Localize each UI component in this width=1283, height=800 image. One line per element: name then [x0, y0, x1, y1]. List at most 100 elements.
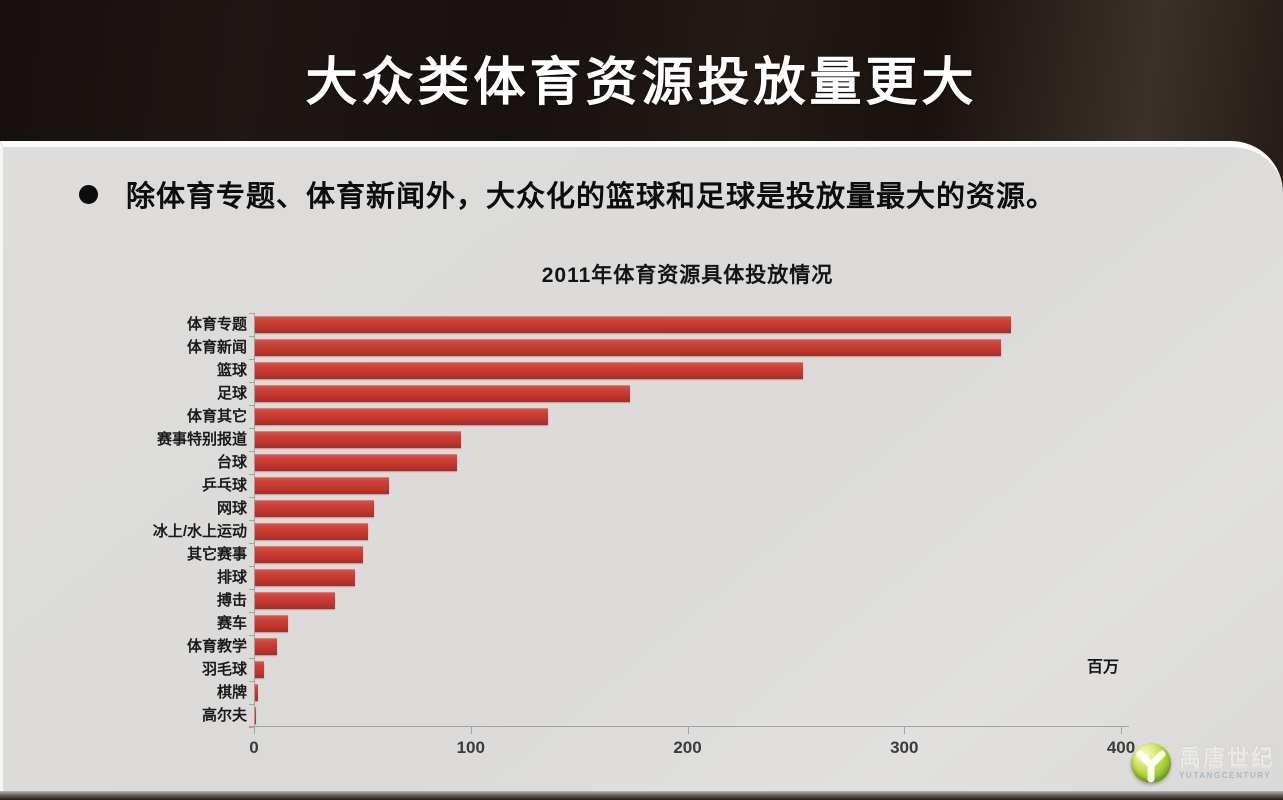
category-label: 体育新闻	[186, 339, 247, 356]
category-label: 体育专题	[186, 316, 247, 333]
data-bar	[255, 592, 336, 609]
y-axis-tick	[249, 497, 254, 498]
category-label: 赛车	[216, 615, 247, 632]
bar-row	[254, 497, 1121, 520]
bullet-icon	[79, 184, 98, 204]
data-bar	[255, 546, 364, 563]
x-axis-tick	[1121, 727, 1122, 734]
bar-row	[254, 704, 1121, 727]
y-axis-tick	[249, 451, 254, 452]
category-label: 体育教学	[186, 638, 247, 655]
logo-text: 禹唐世纪 YUTANGCENTURY	[1179, 744, 1276, 780]
data-bar	[255, 500, 375, 517]
bar-row	[254, 382, 1121, 405]
category-label: 棋牌	[216, 684, 247, 701]
category-label: 乒乓球	[201, 477, 247, 494]
bar-row	[254, 543, 1121, 566]
bar-row	[254, 589, 1121, 612]
x-axis-tick	[254, 727, 255, 734]
data-bar	[255, 362, 804, 379]
company-logo: 禹唐世纪 YUTANGCENTURY	[1131, 743, 1275, 783]
bullet-text: 除体育专题、体育新闻外，大众化的篮球和足球是投放量最大的资源。	[126, 181, 1057, 213]
y-axis-tick	[249, 566, 254, 567]
y-axis-tick	[249, 727, 254, 728]
y-axis-tick	[249, 589, 254, 590]
data-bar	[255, 523, 368, 540]
y-axis-tick	[249, 359, 254, 360]
bar-row	[254, 612, 1121, 635]
data-bar	[255, 615, 288, 632]
data-bar	[255, 431, 461, 448]
bar-row	[254, 405, 1121, 428]
data-bar	[255, 569, 355, 586]
logo-y-glyph	[1136, 750, 1166, 783]
data-bar	[255, 454, 457, 471]
x-axis-tick-label: 0	[249, 738, 259, 757]
y-axis-tick	[249, 474, 254, 475]
slide-title: 大众类体育资源投放量更大	[305, 52, 978, 113]
category-label: 体育其它	[186, 408, 247, 425]
data-bar	[255, 385, 630, 402]
data-bar	[255, 477, 390, 494]
y-axis-tick	[249, 704, 254, 705]
x-axis-tick-label: 200	[673, 738, 702, 757]
bar-row	[254, 428, 1121, 451]
y-axis-tick	[249, 681, 254, 682]
x-axis-tick	[687, 727, 689, 734]
x-axis-tick	[904, 727, 906, 734]
x-axis-tick-label: 400	[1106, 738, 1136, 757]
y-axis-tick	[249, 612, 254, 613]
data-bar	[255, 684, 259, 701]
data-bar	[255, 408, 548, 425]
chart-title: 2011年体育资源具体投放情况	[541, 264, 834, 287]
category-label: 其它赛事	[186, 546, 247, 563]
data-bar	[255, 661, 264, 678]
y-axis-tick	[249, 405, 254, 406]
y-axis-tick	[249, 658, 254, 659]
x-axis-tick-label: 300	[890, 738, 919, 757]
bar-row	[254, 313, 1121, 336]
slide-header: 大众类体育资源投放量更大	[0, 0, 1283, 141]
y-axis-tick	[249, 520, 254, 521]
bar-row	[254, 451, 1121, 474]
x-axis-line	[249, 726, 1129, 727]
category-label: 排球	[216, 569, 247, 586]
bar-row	[254, 635, 1121, 658]
content-panel: 除体育专题、体育新闻外，大众化的篮球和足球是投放量最大的资源。 2011年体育资…	[0, 141, 1283, 791]
bar-row	[254, 658, 1121, 681]
bar-row	[254, 336, 1121, 359]
category-label: 台球	[216, 454, 247, 471]
x-axis-tick-label: 100	[456, 738, 485, 757]
category-label: 篮球	[216, 362, 247, 379]
bar-row	[254, 520, 1121, 543]
axis-unit-label: 百万	[1086, 659, 1119, 676]
logo-sphere-icon	[1131, 743, 1171, 783]
bar-row	[254, 566, 1121, 589]
y-axis-line	[254, 313, 255, 727]
logo-name-en: YUTANGCENTURY	[1179, 770, 1272, 780]
y-axis-tick	[249, 313, 254, 314]
data-bar	[255, 339, 1001, 356]
bar-row	[254, 681, 1121, 704]
y-axis-tick	[249, 428, 254, 429]
category-label: 高尔夫	[201, 707, 247, 724]
x-axis-ticks: 0 100 200 300 400	[249, 727, 1135, 767]
data-bar	[255, 707, 257, 724]
bar-row	[254, 474, 1121, 497]
category-label: 搏击	[216, 592, 247, 609]
bullet-row: 除体育专题、体育新闻外，大众化的篮球和足球是投放量最大的资源。	[79, 173, 1199, 215]
x-axis-tick	[470, 727, 472, 734]
category-label: 赛事特别报道	[156, 431, 247, 448]
bar-chart-plot-area	[249, 313, 1129, 728]
category-label: 冰上/水上运动	[152, 523, 247, 540]
y-axis-tick	[249, 635, 254, 636]
category-axis-labels: 体育专题 体育新闻 篮球 足球 体育其它 赛事特别报道 台球 乒乓球 网球 冰上/水上运动 其它赛事…	[23, 313, 247, 727]
y-axis-tick	[249, 382, 254, 383]
y-axis-tick	[249, 336, 254, 337]
data-bar	[255, 316, 1012, 333]
logo-name-cn: 禹唐世纪	[1179, 744, 1276, 770]
category-label: 足球	[216, 385, 247, 402]
category-label: 羽毛球	[201, 661, 247, 678]
bar-row	[254, 359, 1121, 382]
slide-bottom-edge	[0, 791, 1283, 800]
